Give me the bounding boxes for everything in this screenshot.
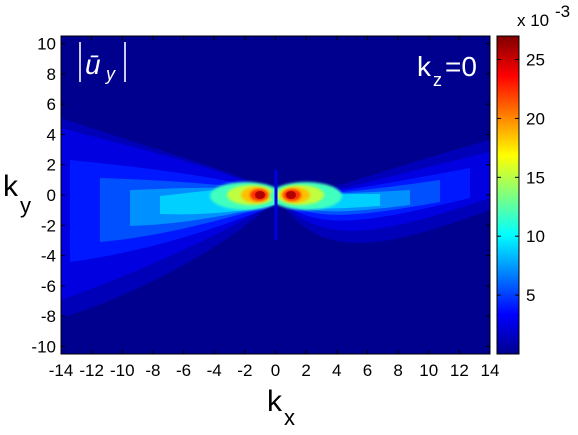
x-tick-label: -12 — [79, 361, 104, 380]
y-tick-label: -2 — [41, 216, 56, 235]
colorbar-tick-label: 25 — [526, 51, 545, 70]
x-tick-label: 8 — [393, 361, 402, 380]
y-tick-label: 4 — [47, 125, 56, 144]
x-tick-label: 10 — [419, 361, 438, 380]
heatmap-contours — [61, 118, 490, 318]
x-tick-label: -6 — [176, 361, 191, 380]
x-label-sub: x — [284, 405, 295, 430]
condition-sub: z — [433, 70, 442, 90]
x-tick-label: -14 — [49, 361, 74, 380]
x-tick-label: 0 — [271, 361, 280, 380]
x-axis-label: k x — [267, 385, 295, 430]
x-tick-label: 6 — [363, 361, 372, 380]
condition-k: k — [417, 51, 432, 82]
y-label-k: k — [3, 170, 19, 203]
y-label-sub: y — [20, 193, 31, 218]
x-tick-label: 4 — [332, 361, 341, 380]
colorbar-tick-label: 10 — [526, 227, 545, 246]
colorbar-exponent-label: x 10 — [517, 11, 549, 30]
x-tick-label: 2 — [301, 361, 310, 380]
x-tick-label: -2 — [237, 361, 252, 380]
condition-label: k z =0 — [417, 51, 477, 90]
y-tick-label: 10 — [37, 35, 56, 54]
annotation-var: ū — [85, 49, 101, 80]
colorbar-tick-label: 5 — [526, 286, 535, 305]
annotation-sub: y — [104, 64, 116, 84]
y-tick-label: 0 — [47, 186, 56, 205]
y-tick-label: 2 — [47, 156, 56, 175]
x-tick-label: -10 — [110, 361, 135, 380]
colorbar: 5 10 15 20 25 x 10 -3 — [496, 2, 570, 355]
y-tick-label: -4 — [41, 247, 56, 266]
y-tick-label: 6 — [47, 95, 56, 114]
colorbar-tick-label: 20 — [526, 109, 545, 128]
x-tick-label: 12 — [450, 361, 469, 380]
colorbar-exponent: -3 — [555, 2, 570, 21]
variable-annotation: ū y — [79, 42, 126, 84]
y-tick-label: -10 — [31, 337, 56, 356]
x-tick-label: -8 — [145, 361, 160, 380]
x-label-k: k — [267, 385, 283, 418]
condition-value: =0 — [445, 51, 477, 82]
y-axis-ticks: -10 -8 -6 -4 -2 0 2 4 6 8 10 — [31, 35, 490, 356]
x-tick-label: 14 — [481, 361, 500, 380]
y-tick-label: 8 — [47, 65, 56, 84]
colorbar-ticks: 5 10 15 20 25 — [497, 51, 545, 305]
y-axis-label: k y — [3, 170, 31, 218]
colorbar-tick-label: 15 — [526, 168, 545, 187]
y-tick-label: -8 — [41, 307, 56, 326]
x-axis-ticks: -14 -12 -10 -8 -6 -4 -2 0 2 4 6 8 10 12 14 — [49, 36, 500, 380]
colorbar-gradient — [496, 35, 520, 355]
y-tick-label: -6 — [41, 277, 56, 296]
x-tick-label: -4 — [207, 361, 222, 380]
